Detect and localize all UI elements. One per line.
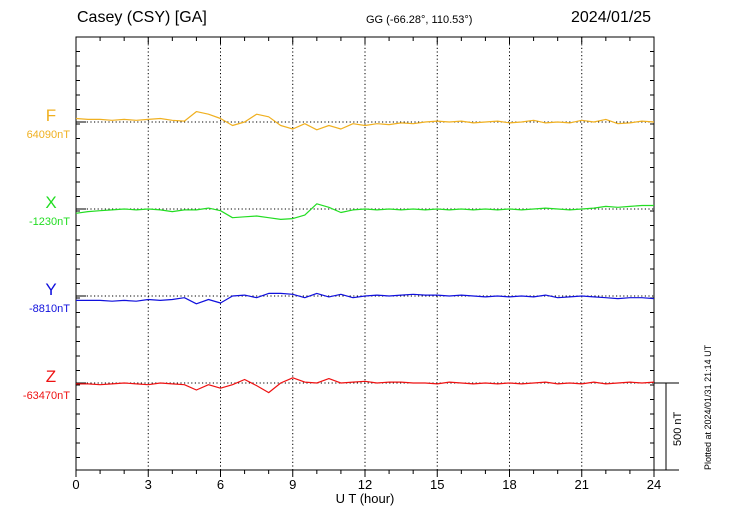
series-line-x [75, 203, 654, 220]
station-title: Casey (CSY) [GA] [77, 9, 207, 26]
x-tick-label: 3 [145, 477, 152, 492]
scale-label: 500 nT [672, 411, 684, 446]
x-tick-label: 21 [575, 477, 589, 492]
component-label-z: Z [46, 367, 56, 386]
x-tick-label: 9 [289, 477, 296, 492]
plotted-timestamp: Plotted at 2024/01/31 21:14 UT [703, 344, 713, 470]
x-axis-label: U T (hour) [336, 491, 395, 506]
series-line-y [76, 292, 655, 305]
date-label: 2024/01/25 [571, 9, 652, 26]
geographic-coordinates: GG (-66.28°, 110.53°) [366, 14, 473, 26]
component-label-x: X [45, 193, 56, 212]
x-tick-label: 12 [358, 477, 372, 492]
x-tick-label: 6 [217, 477, 224, 492]
x-tick-label: 15 [430, 477, 444, 492]
x-tick-label: 18 [502, 477, 516, 492]
component-label-f: F [46, 106, 56, 125]
component-label-y: Y [45, 280, 56, 299]
grid-layer [76, 37, 654, 470]
x-tick-label: 24 [647, 477, 661, 492]
series-line-z [76, 377, 655, 394]
series-layer: F 64090nT X -1230nT Y -8810nT Z -63470nT [23, 106, 655, 402]
baseline-value-x: -1230nT [29, 216, 70, 228]
x-tick-label: 0 [72, 477, 79, 492]
scale-bar [654, 382, 679, 471]
baseline-value-y: -8810nT [29, 303, 70, 315]
series-line-f [75, 110, 655, 131]
baseline-value-z: -63470nT [23, 390, 70, 402]
x-axis: 0 3 6 9 12 15 18 21 24 [72, 37, 661, 492]
baseline-value-f: 64090nT [27, 129, 71, 141]
